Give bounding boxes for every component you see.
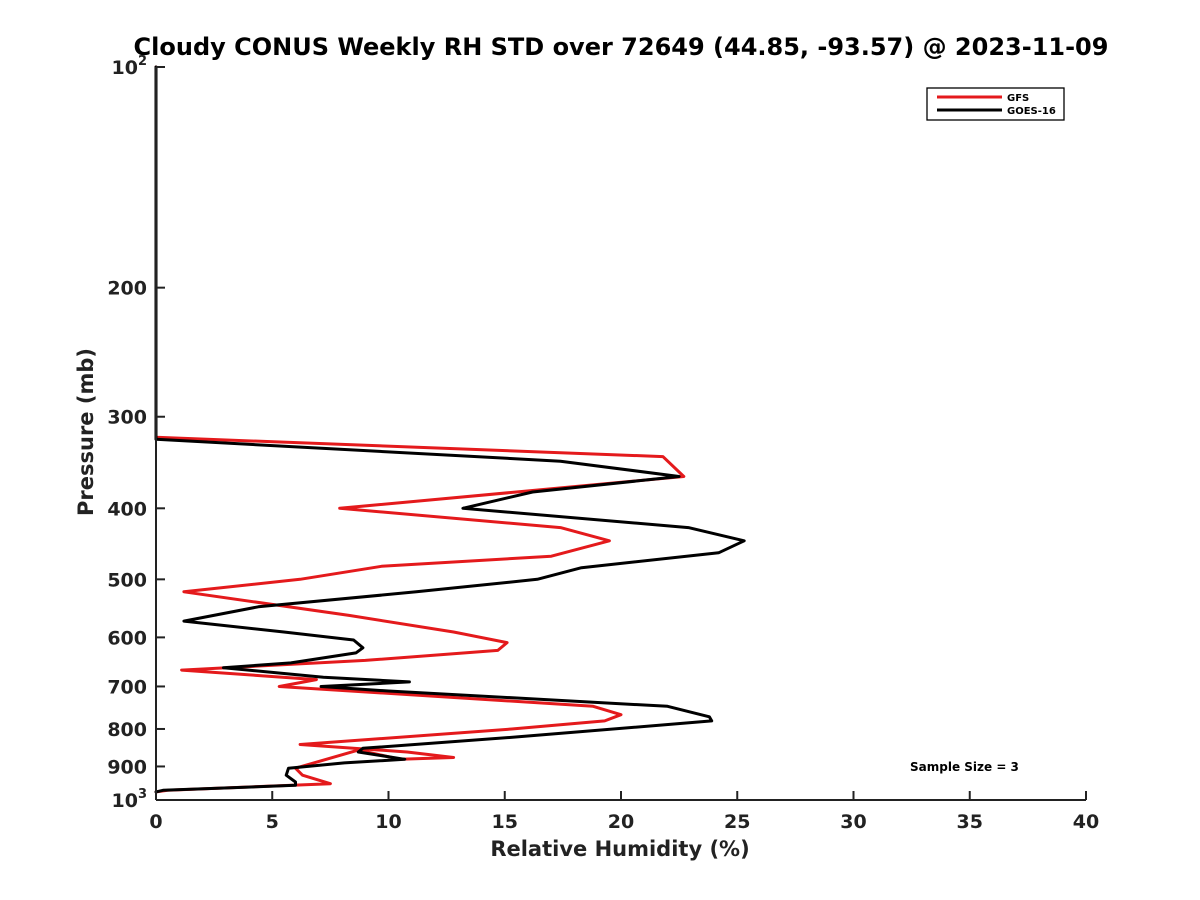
x-tick-label: 20 — [608, 811, 634, 833]
x-axis-label: Relative Humidity (%) — [490, 837, 749, 861]
legend-label-goes16: GOES-16 — [1007, 106, 1056, 117]
x-tick-label: 15 — [492, 811, 518, 833]
y-tick-label: 600 — [107, 627, 147, 649]
sample-size-annotation: Sample Size = 3 — [910, 760, 1019, 774]
plot-area — [156, 67, 1086, 800]
x-tick-label: 0 — [149, 811, 162, 833]
y-tick-label: 103 — [112, 787, 148, 812]
x-tick-label: 25 — [724, 811, 750, 833]
chart-title: Cloudy CONUS Weekly RH STD over 72649 (4… — [134, 33, 1109, 61]
series-layer — [154, 65, 746, 794]
y-axis-label: Pressure (mb) — [74, 348, 98, 516]
legend: GFS GOES-16 — [926, 87, 1065, 121]
y-tick-exponent: 2 — [138, 54, 147, 69]
axes-layer: 0 5 10 15 20 25 30 35 40102200300400500600700800… — [107, 54, 1099, 833]
y-tick-exponent: 3 — [138, 787, 147, 802]
plot-background — [156, 67, 1086, 800]
y-tick-label: 700 — [107, 676, 147, 698]
y-tick-label: 400 — [107, 498, 147, 520]
series-line-goes16 — [154, 65, 746, 794]
legend-box — [926, 87, 1065, 121]
y-tick-base: 10 — [112, 57, 138, 79]
y-tick-label: 500 — [107, 569, 147, 591]
y-tick-label: 300 — [107, 407, 147, 429]
x-tick-label: 30 — [840, 811, 866, 833]
y-tick-label: 200 — [107, 278, 147, 300]
y-tick-label: 900 — [107, 756, 147, 778]
legend-label-gfs: GFS — [1007, 93, 1029, 104]
x-tick-label: 5 — [266, 811, 279, 833]
x-tick-label: 40 — [1073, 811, 1099, 833]
x-tick-label: 35 — [957, 811, 983, 833]
y-tick-label: 800 — [107, 719, 147, 741]
y-tick-label: 102 — [112, 54, 148, 79]
x-tick-label: 10 — [375, 811, 401, 833]
y-tick-base: 10 — [112, 790, 138, 812]
